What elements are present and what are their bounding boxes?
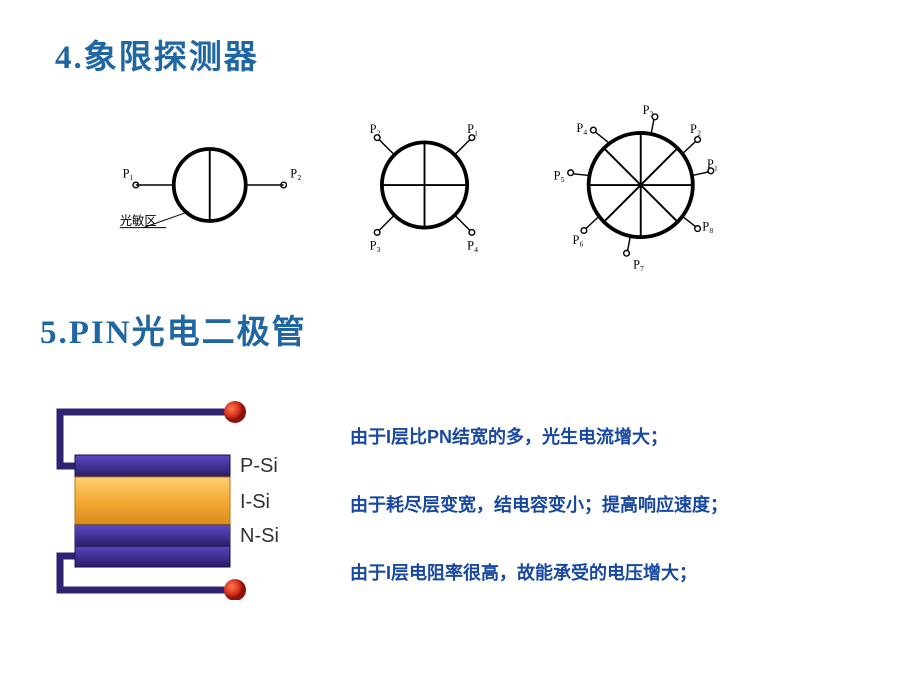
bullet-item: 由于耗尽层变宽，结电容变小；提高响应速度；	[350, 491, 728, 517]
heading-pin-photodiode: 5.PIN光电二极管	[40, 305, 307, 353]
bullet-item: 由于I层电阻率很高，故能承受的电压增大；	[350, 559, 728, 585]
svg-text:P₂: P₂	[290, 166, 301, 180]
bullet-item: 由于I层比PN结宽的多，光生电流增大；	[350, 423, 728, 449]
layer-label-i: I-Si	[240, 491, 270, 513]
heading-quadrant-detector: 4.象限探测器	[55, 30, 259, 78]
quadrant-4-diagram: P₂ P₁ P₃ P₄	[344, 103, 505, 268]
pin-diode-diagram: P-Si I-Si N-Si	[40, 400, 320, 605]
svg-text:P₆: P₆	[572, 232, 583, 246]
svg-text:P₅: P₅	[553, 168, 564, 182]
svg-text:P₇: P₇	[633, 257, 644, 271]
svg-text:P₄: P₄	[468, 238, 479, 252]
layer-label-p: P-Si	[240, 455, 278, 477]
quadrant-diagrams-row: P₁ P₂ 光敏区 P₂ P₁ P₃ P₄	[115, 105, 735, 265]
svg-text:P₃: P₃	[642, 102, 653, 116]
svg-text:P₁: P₁	[468, 121, 479, 135]
quadrant-8-diagram: P₁ P₂ P₃ P₄ P₅ P₆ P₇ P₈	[546, 93, 735, 278]
svg-text:P₁: P₁	[707, 156, 718, 170]
pin-description-list: 由于I层比PN结宽的多，光生电流增大； 由于耗尽层变宽，结电容变小；提高响应速度…	[350, 423, 728, 585]
label-region: 光敏区	[120, 213, 157, 228]
layer-label-n: N-Si	[240, 525, 279, 547]
svg-text:P₃: P₃	[370, 238, 381, 252]
svg-text:P₈: P₈	[702, 219, 713, 233]
svg-text:P₁: P₁	[123, 166, 134, 180]
svg-text:P₂: P₂	[370, 121, 381, 135]
svg-text:P₄: P₄	[576, 120, 587, 134]
quadrant-2-diagram: P₁ P₂ 光敏区	[115, 110, 304, 260]
svg-text:P₂: P₂	[690, 121, 701, 135]
